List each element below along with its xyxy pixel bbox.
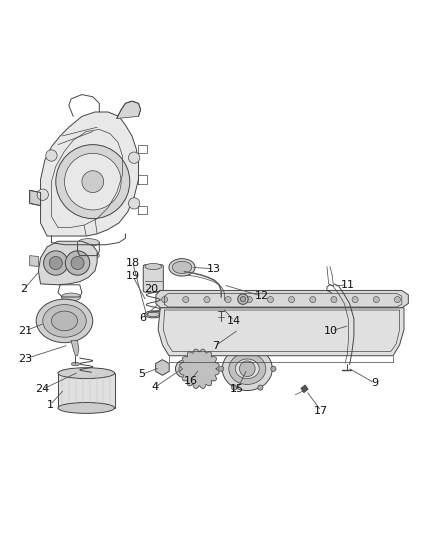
Circle shape — [373, 296, 379, 303]
Circle shape — [37, 189, 48, 200]
Text: 10: 10 — [324, 326, 338, 336]
Circle shape — [258, 385, 263, 390]
Circle shape — [394, 296, 400, 303]
Circle shape — [267, 296, 273, 303]
Circle shape — [195, 365, 204, 373]
Circle shape — [352, 296, 358, 303]
Polygon shape — [58, 373, 115, 408]
Circle shape — [240, 296, 246, 302]
Circle shape — [331, 296, 337, 303]
Circle shape — [193, 362, 205, 375]
Circle shape — [49, 256, 62, 270]
Ellipse shape — [222, 347, 272, 391]
Circle shape — [162, 296, 168, 303]
Text: 13: 13 — [207, 264, 221, 273]
Text: 11: 11 — [340, 280, 354, 290]
Circle shape — [232, 348, 237, 352]
Circle shape — [258, 348, 263, 352]
Ellipse shape — [145, 263, 162, 270]
Text: 1: 1 — [46, 400, 53, 410]
Polygon shape — [301, 385, 308, 393]
Text: 24: 24 — [35, 384, 50, 394]
Ellipse shape — [169, 259, 195, 276]
Circle shape — [56, 144, 130, 219]
Circle shape — [196, 365, 203, 372]
Circle shape — [204, 296, 210, 303]
Text: 9: 9 — [371, 378, 378, 388]
Text: 21: 21 — [18, 326, 32, 336]
Circle shape — [310, 296, 316, 303]
Circle shape — [240, 361, 255, 377]
Text: 20: 20 — [145, 284, 159, 294]
Circle shape — [219, 366, 224, 372]
Polygon shape — [39, 241, 97, 285]
Polygon shape — [30, 256, 39, 266]
Circle shape — [238, 294, 248, 304]
Polygon shape — [71, 341, 79, 356]
FancyBboxPatch shape — [143, 265, 163, 292]
Circle shape — [64, 154, 121, 210]
Ellipse shape — [78, 239, 99, 246]
Ellipse shape — [71, 362, 79, 366]
Text: 7: 7 — [212, 341, 219, 351]
Circle shape — [213, 296, 229, 311]
Circle shape — [46, 150, 57, 161]
Ellipse shape — [145, 311, 162, 318]
Circle shape — [191, 360, 208, 377]
Circle shape — [289, 296, 295, 303]
Ellipse shape — [36, 299, 93, 343]
Circle shape — [183, 296, 189, 303]
Ellipse shape — [229, 353, 266, 384]
Circle shape — [65, 251, 90, 275]
Circle shape — [179, 364, 189, 374]
Text: 18: 18 — [126, 258, 140, 268]
Polygon shape — [180, 349, 219, 389]
Ellipse shape — [51, 311, 78, 330]
Circle shape — [232, 385, 237, 390]
Polygon shape — [117, 101, 141, 118]
Text: 2: 2 — [21, 284, 28, 294]
Ellipse shape — [58, 402, 115, 414]
Polygon shape — [41, 112, 138, 236]
Text: 15: 15 — [230, 384, 244, 394]
Polygon shape — [156, 290, 408, 308]
Circle shape — [176, 360, 193, 377]
Circle shape — [246, 296, 252, 303]
Circle shape — [44, 251, 68, 275]
Polygon shape — [30, 190, 41, 206]
Circle shape — [82, 171, 104, 192]
Text: 23: 23 — [18, 354, 32, 364]
Ellipse shape — [172, 261, 192, 273]
Text: 16: 16 — [184, 376, 198, 385]
Circle shape — [128, 198, 140, 209]
Text: 19: 19 — [126, 271, 140, 281]
Polygon shape — [158, 308, 404, 356]
Polygon shape — [155, 360, 169, 375]
Ellipse shape — [58, 368, 115, 378]
Text: 17: 17 — [314, 406, 328, 416]
Circle shape — [128, 152, 140, 163]
Text: 6: 6 — [139, 313, 146, 323]
Circle shape — [271, 366, 276, 372]
Circle shape — [225, 296, 231, 303]
Text: 12: 12 — [254, 291, 269, 301]
Text: 14: 14 — [227, 316, 241, 326]
Ellipse shape — [78, 252, 99, 260]
Ellipse shape — [235, 359, 259, 378]
Ellipse shape — [43, 304, 86, 337]
Text: 5: 5 — [138, 369, 145, 379]
Ellipse shape — [61, 293, 81, 301]
Circle shape — [71, 256, 84, 270]
Text: 4: 4 — [151, 383, 158, 392]
Circle shape — [188, 358, 210, 379]
